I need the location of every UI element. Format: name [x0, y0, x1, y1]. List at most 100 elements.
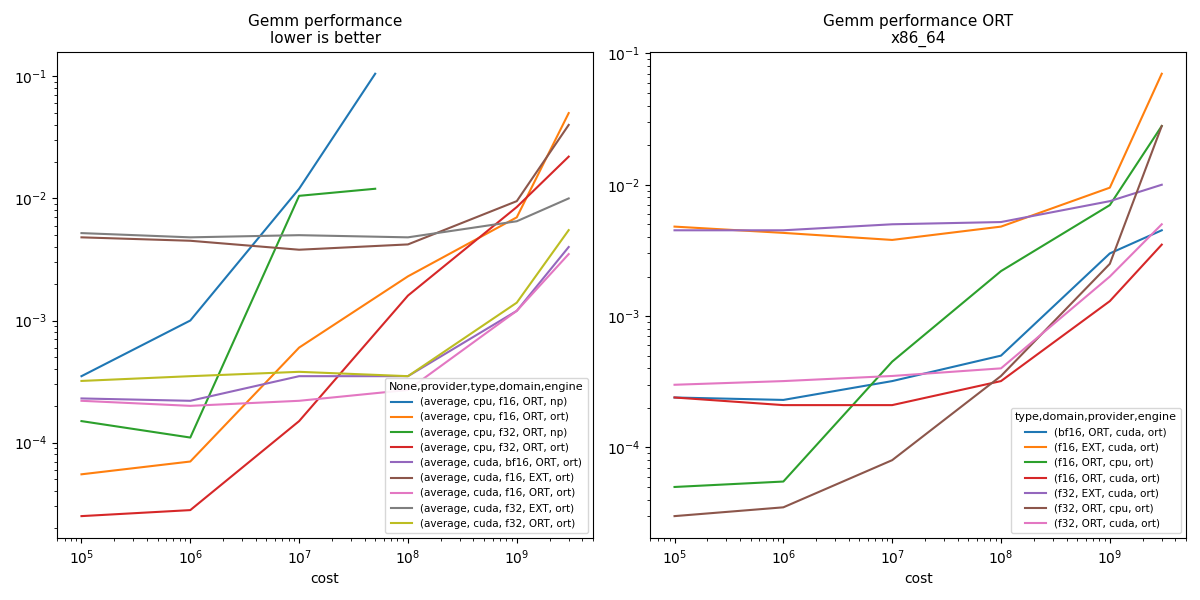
(f32, ORT, cuda, ort) [776, 377, 791, 385]
(f32, ORT, cuda, ort) [667, 381, 682, 388]
(average, cpu, f32, ORT, np) [74, 418, 89, 425]
Title: Gemm performance ORT
x86_64: Gemm performance ORT x86_64 [823, 14, 1013, 47]
(f16, ORT, cpu, ort) [994, 268, 1008, 275]
(average, cpu, f32, ORT, np) [184, 434, 198, 441]
(average, cpu, f32, ORT, np) [292, 192, 306, 199]
Line: (average, cpu, f16, ORT, ort): (average, cpu, f16, ORT, ort) [82, 113, 569, 475]
(average, cpu, f16, ORT, np) [368, 70, 383, 77]
(f16, ORT, cpu, ort) [1154, 122, 1169, 130]
(average, cpu, f16, ORT, np) [184, 317, 198, 324]
(f32, ORT, cuda, ort) [994, 365, 1008, 372]
(average, cuda, bf16, ORT, ort) [292, 373, 306, 380]
Line: (f32, ORT, cuda, ort): (f32, ORT, cuda, ort) [674, 224, 1162, 385]
(f32, EXT, cuda, ort) [776, 227, 791, 234]
(f32, ORT, cpu, ort) [667, 512, 682, 520]
(f16, ORT, cuda, ort) [1154, 241, 1169, 248]
(average, cpu, f16, ORT, ort) [292, 344, 306, 351]
(average, cuda, f16, ORT, ort) [562, 250, 576, 257]
X-axis label: cost: cost [311, 572, 340, 586]
(average, cuda, f32, EXT, ort) [292, 232, 306, 239]
(f16, EXT, cuda, ort) [1103, 184, 1117, 191]
(average, cuda, f16, EXT, ort) [184, 237, 198, 244]
(f32, ORT, cpu, ort) [1154, 122, 1169, 130]
Line: (average, cuda, f16, ORT, ort): (average, cuda, f16, ORT, ort) [82, 254, 569, 406]
Line: (average, cuda, f16, EXT, ort): (average, cuda, f16, EXT, ort) [82, 125, 569, 250]
(f16, ORT, cpu, ort) [1103, 202, 1117, 209]
Line: (average, cpu, f16, ORT, np): (average, cpu, f16, ORT, np) [82, 74, 376, 376]
(average, cuda, f32, EXT, ort) [401, 234, 415, 241]
(f32, ORT, cpu, ort) [994, 373, 1008, 380]
(f16, ORT, cuda, ort) [1103, 298, 1117, 305]
X-axis label: cost: cost [904, 572, 932, 586]
(f16, ORT, cuda, ort) [776, 401, 791, 409]
(f16, EXT, cuda, ort) [776, 229, 791, 236]
(average, cuda, bf16, ORT, ort) [562, 244, 576, 251]
Line: (average, cuda, bf16, ORT, ort): (average, cuda, bf16, ORT, ort) [82, 247, 569, 401]
(f32, ORT, cpu, ort) [776, 504, 791, 511]
(average, cpu, f32, ORT, ort) [510, 203, 524, 211]
Line: (average, cpu, f32, ORT, ort): (average, cpu, f32, ORT, ort) [82, 157, 569, 516]
(f32, ORT, cpu, ort) [884, 457, 899, 464]
(f16, ORT, cuda, ort) [667, 394, 682, 401]
Line: (bf16, ORT, cuda, ort): (bf16, ORT, cuda, ort) [674, 230, 1162, 400]
Line: (average, cuda, f32, EXT, ort): (average, cuda, f32, EXT, ort) [82, 199, 569, 238]
(f32, ORT, cuda, ort) [884, 373, 899, 380]
(average, cpu, f32, ORT, ort) [562, 153, 576, 160]
(average, cuda, f32, ORT, ort) [510, 299, 524, 306]
(average, cpu, f16, ORT, ort) [562, 109, 576, 116]
(average, cuda, f32, ORT, ort) [292, 368, 306, 376]
(average, cuda, f16, EXT, ort) [74, 234, 89, 241]
(f32, EXT, cuda, ort) [667, 227, 682, 234]
(f16, ORT, cuda, ort) [994, 377, 1008, 385]
(average, cuda, f16, EXT, ort) [292, 246, 306, 253]
(f16, EXT, cuda, ort) [994, 223, 1008, 230]
(bf16, ORT, cuda, ort) [667, 394, 682, 401]
(average, cuda, f16, ORT, ort) [184, 402, 198, 409]
(bf16, ORT, cuda, ort) [994, 352, 1008, 359]
(f32, ORT, cpu, ort) [1103, 260, 1117, 268]
(f32, EXT, cuda, ort) [1154, 181, 1169, 188]
(bf16, ORT, cuda, ort) [1103, 250, 1117, 257]
Line: (f16, ORT, cuda, ort): (f16, ORT, cuda, ort) [674, 245, 1162, 405]
(f16, ORT, cuda, ort) [884, 401, 899, 409]
(average, cpu, f16, ORT, ort) [74, 471, 89, 478]
(average, cpu, f16, ORT, ort) [401, 273, 415, 280]
(f32, ORT, cuda, ort) [1154, 221, 1169, 228]
(average, cpu, f16, ORT, ort) [510, 214, 524, 221]
(f16, ORT, cpu, ort) [776, 478, 791, 485]
Title: Gemm performance
lower is better: Gemm performance lower is better [248, 14, 402, 46]
(average, cuda, f16, EXT, ort) [401, 241, 415, 248]
Legend: (average, cpu, f16, ORT, np), (average, cpu, f16, ORT, ort), (average, cpu, f32,: (average, cpu, f16, ORT, np), (average, … [385, 378, 588, 533]
(average, cuda, f32, EXT, ort) [562, 195, 576, 202]
(f32, EXT, cuda, ort) [884, 221, 899, 228]
(f32, ORT, cuda, ort) [1103, 273, 1117, 280]
(bf16, ORT, cuda, ort) [884, 377, 899, 385]
(bf16, ORT, cuda, ort) [776, 397, 791, 404]
Line: (f16, ORT, cpu, ort): (f16, ORT, cpu, ort) [674, 126, 1162, 487]
(average, cuda, f32, EXT, ort) [510, 218, 524, 225]
(average, cpu, f16, ORT, ort) [184, 458, 198, 465]
(average, cpu, f16, ORT, np) [292, 185, 306, 193]
(average, cuda, f32, ORT, ort) [401, 373, 415, 380]
(f32, EXT, cuda, ort) [1103, 197, 1117, 205]
(average, cuda, f32, ORT, ort) [562, 227, 576, 234]
(average, cuda, f32, EXT, ort) [184, 234, 198, 241]
Line: (f16, EXT, cuda, ort): (f16, EXT, cuda, ort) [674, 74, 1162, 240]
(average, cpu, f32, ORT, ort) [292, 418, 306, 425]
(f32, EXT, cuda, ort) [994, 218, 1008, 226]
(average, cuda, bf16, ORT, ort) [510, 307, 524, 314]
(f16, EXT, cuda, ort) [667, 223, 682, 230]
(average, cpu, f32, ORT, ort) [74, 512, 89, 520]
Line: (average, cpu, f32, ORT, np): (average, cpu, f32, ORT, np) [82, 189, 376, 437]
(average, cuda, f16, ORT, ort) [510, 307, 524, 314]
(average, cuda, f16, ORT, ort) [401, 386, 415, 394]
(average, cuda, bf16, ORT, ort) [184, 397, 198, 404]
(average, cpu, f32, ORT, ort) [401, 292, 415, 299]
Line: (f32, ORT, cpu, ort): (f32, ORT, cpu, ort) [674, 126, 1162, 516]
Line: (average, cuda, f32, ORT, ort): (average, cuda, f32, ORT, ort) [82, 230, 569, 381]
(average, cuda, f32, EXT, ort) [74, 229, 89, 236]
(average, cuda, f16, ORT, ort) [74, 397, 89, 404]
(average, cuda, f32, ORT, ort) [74, 377, 89, 385]
(average, cuda, f16, EXT, ort) [562, 121, 576, 128]
(f16, ORT, cpu, ort) [667, 484, 682, 491]
